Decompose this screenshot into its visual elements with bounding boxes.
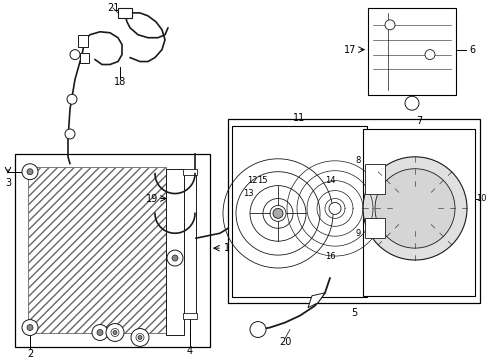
Circle shape [136, 333, 143, 341]
Text: 17: 17 [343, 45, 355, 55]
Circle shape [167, 250, 183, 266]
Text: 10: 10 [475, 194, 485, 203]
Text: 12: 12 [246, 176, 257, 185]
Text: 1: 1 [224, 243, 229, 253]
Text: 21: 21 [106, 3, 119, 13]
Circle shape [113, 330, 117, 334]
Circle shape [27, 169, 33, 175]
Circle shape [272, 208, 283, 219]
Circle shape [22, 164, 38, 180]
Text: 18: 18 [114, 77, 126, 87]
Bar [362, 129, 474, 296]
Bar [227, 119, 479, 303]
Text: 7: 7 [415, 116, 421, 126]
Text: 3: 3 [5, 177, 11, 188]
Circle shape [111, 329, 119, 337]
Circle shape [424, 50, 434, 59]
Text: 2: 2 [27, 349, 33, 359]
Bar [183, 169, 197, 175]
Polygon shape [307, 293, 325, 308]
Circle shape [328, 202, 340, 215]
Circle shape [27, 325, 33, 330]
Circle shape [362, 157, 466, 260]
Bar [15, 154, 209, 347]
Circle shape [384, 20, 394, 30]
Circle shape [374, 169, 454, 248]
Bar [183, 312, 197, 319]
Text: 8: 8 [355, 156, 360, 165]
Text: 13: 13 [242, 189, 253, 198]
Circle shape [65, 129, 75, 139]
Text: 19: 19 [145, 194, 158, 203]
Circle shape [131, 329, 149, 346]
Bar [80, 53, 89, 63]
Bar [28, 167, 165, 333]
Circle shape [249, 321, 265, 337]
Text: 9: 9 [355, 229, 360, 238]
Text: 5: 5 [350, 308, 356, 318]
Text: 6: 6 [468, 45, 474, 55]
Circle shape [138, 336, 142, 339]
Circle shape [172, 255, 178, 261]
Bar [364, 219, 384, 238]
Circle shape [70, 50, 80, 59]
Bar [367, 8, 455, 95]
Text: 20: 20 [278, 337, 290, 347]
Bar [118, 8, 132, 18]
Bar [183, 172, 196, 316]
Bar [364, 164, 384, 194]
Bar [231, 126, 366, 297]
Circle shape [404, 96, 418, 110]
Circle shape [97, 329, 103, 336]
Circle shape [106, 324, 124, 341]
Bar [78, 35, 88, 47]
Circle shape [22, 320, 38, 336]
Text: 14: 14 [324, 176, 335, 185]
Text: 4: 4 [186, 346, 193, 356]
Text: 15: 15 [256, 176, 267, 185]
Text: 16: 16 [324, 252, 335, 261]
Text: 11: 11 [292, 113, 305, 123]
Circle shape [92, 325, 108, 341]
Bar [165, 169, 183, 336]
Circle shape [67, 94, 77, 104]
